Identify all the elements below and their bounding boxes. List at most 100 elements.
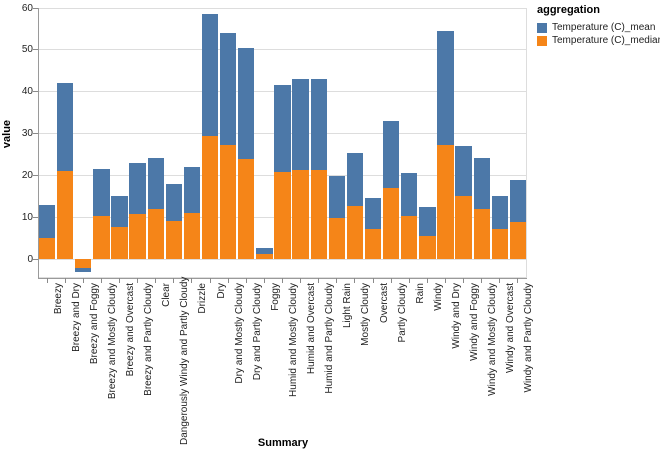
bar-segment-mean[interactable] xyxy=(473,158,490,209)
bar-segment-median[interactable] xyxy=(364,228,382,260)
x-tick-label: Breezy and Overcast xyxy=(125,283,136,377)
bar-segment-mean[interactable] xyxy=(383,121,400,188)
bar-segment-mean[interactable] xyxy=(274,85,291,173)
bar-segment-median[interactable] xyxy=(57,171,74,260)
x-tick-label: Light Rain xyxy=(342,283,354,329)
x-tick xyxy=(426,278,428,283)
bar-segment-mean[interactable] xyxy=(111,196,128,228)
bar-segment-median[interactable] xyxy=(274,172,291,260)
x-tick xyxy=(245,278,247,283)
bar-segment-median[interactable] xyxy=(129,213,146,260)
bar-segment-median[interactable] xyxy=(292,169,309,260)
bar-segment-median[interactable] xyxy=(75,259,92,269)
legend-entries: Temperature (C)_mean Temperature (C)_medi… xyxy=(537,21,660,47)
bar-segment-mean[interactable] xyxy=(183,167,201,214)
x-tick-label: Windy and Partly Cloudy xyxy=(523,283,535,393)
bar-segment-median[interactable] xyxy=(201,135,219,260)
bar-segment-mean[interactable] xyxy=(455,145,472,197)
x-axis-title: Summary xyxy=(257,437,309,449)
bar-segment-median[interactable] xyxy=(509,222,527,260)
y-tick-label: 50 xyxy=(21,44,33,56)
x-tick-label: Humid and Partly Cloudy xyxy=(324,283,336,394)
x-tick xyxy=(318,278,320,283)
bar-segment-median[interactable] xyxy=(473,208,490,260)
bar-segment-median[interactable] xyxy=(220,145,237,260)
bar-segment-mean[interactable] xyxy=(75,268,92,273)
bar-segment-mean[interactable] xyxy=(129,162,146,214)
bar-segment-mean[interactable] xyxy=(437,31,454,146)
bar-segment-median[interactable] xyxy=(183,213,201,260)
bar-segment-mean[interactable] xyxy=(256,247,273,255)
y-tick xyxy=(33,49,38,51)
x-tick-label: Windy and Foggy xyxy=(469,283,481,361)
legend-label: Temperature (C)_median xyxy=(552,35,660,46)
bar-segment-median[interactable] xyxy=(346,206,364,260)
x-tick xyxy=(354,278,356,283)
bar-segment-median[interactable] xyxy=(328,218,345,260)
x-tick xyxy=(336,278,338,283)
x-tick-label: Windy and Mostly Cloudy xyxy=(487,283,499,396)
x-tick-label: Foggy xyxy=(269,283,281,311)
bar-segment-mean[interactable] xyxy=(401,172,418,216)
y-tick-label: 0 xyxy=(27,253,33,265)
bar-segment-mean[interactable] xyxy=(491,195,508,230)
bar-segment-mean[interactable] xyxy=(292,79,309,170)
x-tick-label: Drizzle xyxy=(197,283,209,314)
bar-segment-median[interactable] xyxy=(437,145,454,260)
x-tick xyxy=(173,278,175,283)
bar-segment-mean[interactable] xyxy=(509,180,527,223)
bar-segment-mean[interactable] xyxy=(147,158,164,209)
x-tick-label: Dry and Mostly Cloudy xyxy=(233,283,245,384)
bar-segment-mean[interactable] xyxy=(419,206,436,237)
bar-segment-median[interactable] xyxy=(238,159,255,260)
bar-segment-median[interactable] xyxy=(256,254,273,260)
y-gridline xyxy=(38,49,527,51)
x-tick-label: Humid and Mostly Cloudy xyxy=(288,283,299,397)
bar-segment-median[interactable] xyxy=(111,227,128,260)
x-tick xyxy=(463,278,465,283)
x-tick-label: Breezy and Dry xyxy=(70,283,82,352)
bar-segment-mean[interactable] xyxy=(328,176,345,219)
bar-segment-median[interactable] xyxy=(419,236,436,260)
x-tick xyxy=(517,278,519,283)
y-tick-label: 30 xyxy=(21,128,33,140)
bar-segment-median[interactable] xyxy=(147,208,164,260)
bar-segment-mean[interactable] xyxy=(38,204,56,239)
x-tick xyxy=(282,278,283,283)
bar-segment-median[interactable] xyxy=(455,196,472,260)
bar-segment-mean[interactable] xyxy=(310,79,327,171)
x-tick xyxy=(64,278,66,283)
x-tick-label: Dry and Partly Cloudy xyxy=(251,283,263,381)
y-axis-domain xyxy=(38,8,39,278)
x-tick xyxy=(209,278,211,283)
x-tick-label: Breezy and Mostly Cloudy xyxy=(106,283,118,400)
x-tick-label: Dangerously Windy and Partly Cloudy xyxy=(179,276,191,445)
y-tick xyxy=(33,133,38,135)
bar-segment-mean[interactable] xyxy=(238,47,255,160)
x-tick-label: Windy xyxy=(432,283,444,311)
x-tick xyxy=(137,278,139,283)
legend-swatch-icon xyxy=(537,35,547,46)
bar-segment-median[interactable] xyxy=(401,215,418,260)
x-tick-label: Windy and Dry xyxy=(451,283,462,349)
x-tick xyxy=(100,278,102,283)
bar-segment-median[interactable] xyxy=(38,238,56,260)
bar-segment-mean[interactable] xyxy=(364,197,382,229)
bar-segment-mean[interactable] xyxy=(57,83,74,172)
bar-segment-median[interactable] xyxy=(491,229,508,260)
bar-segment-median[interactable] xyxy=(383,188,400,260)
legend-entry: Temperature (C)_mean xyxy=(537,21,660,34)
bar-segment-mean[interactable] xyxy=(220,33,237,146)
x-tick xyxy=(300,278,302,283)
x-tick xyxy=(155,278,157,283)
bar-segment-mean[interactable] xyxy=(165,183,182,221)
x-tick-label: Breezy and Partly Cloudy xyxy=(143,283,155,396)
x-tick xyxy=(408,278,410,283)
bar-segment-mean[interactable] xyxy=(201,14,219,136)
bar-segment-median[interactable] xyxy=(310,170,327,260)
y-tick xyxy=(33,216,38,218)
bar-segment-median[interactable] xyxy=(93,215,110,260)
bar-segment-median[interactable] xyxy=(165,220,182,260)
bar-segment-mean[interactable] xyxy=(93,169,110,216)
bar-segment-mean[interactable] xyxy=(346,152,364,206)
